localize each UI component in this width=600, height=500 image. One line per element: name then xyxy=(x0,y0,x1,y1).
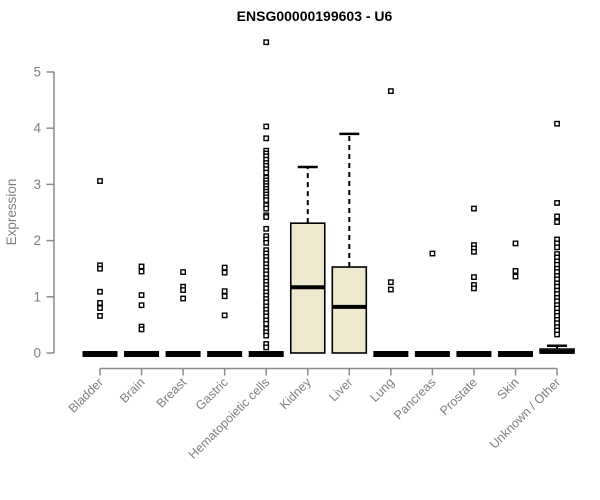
x-tick-label: Hematopoietic cells xyxy=(186,375,273,462)
outlier-point xyxy=(138,292,145,299)
outlier-point xyxy=(97,300,103,306)
outlier-point xyxy=(263,239,270,246)
boxplot-group xyxy=(124,263,160,357)
y-tick-label: 1 xyxy=(33,289,41,304)
outlier-point xyxy=(138,326,145,333)
y-tick-label: 2 xyxy=(33,233,41,248)
outlier-point xyxy=(138,268,145,275)
boxplot-group xyxy=(331,132,368,354)
boxplot-group xyxy=(498,240,533,357)
y-tick-label: 4 xyxy=(33,121,41,136)
boxplot-group xyxy=(414,250,450,357)
x-tick-label: Skin xyxy=(495,375,522,402)
outlier-point xyxy=(263,197,270,204)
x-tick-label: Bladder xyxy=(66,375,106,415)
boxplot-group xyxy=(289,165,326,354)
outlier-point xyxy=(512,268,519,274)
collapsed-box xyxy=(456,351,492,357)
outlier-point xyxy=(554,120,560,127)
x-tick-label: Liver xyxy=(326,375,355,404)
outlier-point xyxy=(221,264,228,271)
boxplot-group xyxy=(165,269,201,357)
outlier-point xyxy=(554,213,560,220)
x-tick-label: Gastric xyxy=(193,375,231,413)
outlier-point xyxy=(512,273,519,280)
outlier-point xyxy=(387,286,394,293)
outlier-point xyxy=(263,205,270,212)
outlier-point xyxy=(471,205,477,212)
x-tick-label: Kidney xyxy=(277,375,314,412)
boxplot-group xyxy=(539,120,575,354)
collapsed-box xyxy=(82,351,118,357)
outlier-point xyxy=(554,244,560,251)
outlier-point xyxy=(263,39,270,46)
outlier-point xyxy=(221,293,228,300)
outlier-point xyxy=(554,331,560,338)
outlier-point xyxy=(263,169,270,176)
collapsed-box xyxy=(373,351,409,357)
outlier-point xyxy=(471,248,477,255)
outlier-point xyxy=(263,214,270,220)
collapsed-box xyxy=(207,351,243,357)
outlier-point xyxy=(97,178,103,184)
chart-title: ENSG00000199603 - U6 xyxy=(236,8,393,24)
boxplot-group xyxy=(373,88,409,357)
outlier-point xyxy=(97,265,103,272)
outlier-point xyxy=(263,225,270,232)
outlier-point xyxy=(263,320,270,327)
x-tick-label: Unknown / Other xyxy=(487,375,563,451)
outlier-point xyxy=(97,313,103,319)
outlier-point xyxy=(263,344,270,351)
outlier-point xyxy=(263,332,270,339)
boxplot-group xyxy=(82,178,118,357)
outlier-point xyxy=(512,240,519,247)
outlier-point xyxy=(471,274,477,281)
x-tick-label: Prostate xyxy=(437,375,480,418)
outlier-point xyxy=(180,269,186,275)
y-tick-label: 3 xyxy=(33,177,41,192)
collapsed-box xyxy=(248,351,284,357)
outlier-point xyxy=(554,219,560,225)
outlier-point xyxy=(221,288,228,295)
outlier-point xyxy=(180,287,186,293)
outlier-point xyxy=(554,200,560,206)
outlier-point xyxy=(429,250,436,257)
outlier-point xyxy=(221,312,228,319)
outlier-point xyxy=(138,302,145,309)
x-tick-label: Lung xyxy=(367,375,397,405)
y-tick-label: 5 xyxy=(33,65,41,80)
outlier-point xyxy=(97,305,103,311)
boxplot-group xyxy=(207,264,243,357)
x-tick-label: Breast xyxy=(154,375,190,411)
box-iqr xyxy=(331,266,368,354)
y-tick-label: 0 xyxy=(33,346,41,361)
collapsed-box xyxy=(414,351,450,357)
outlier-point xyxy=(138,263,145,270)
collapsed-box xyxy=(124,351,160,357)
y-axis: 0 1 2 3 4 5 xyxy=(33,65,55,361)
x-tick-label: Brain xyxy=(117,375,148,406)
outlier-point xyxy=(471,285,477,292)
outlier-point xyxy=(387,88,394,95)
outlier-point xyxy=(263,123,270,130)
boxplot-group xyxy=(248,39,284,357)
outlier-point xyxy=(387,279,394,286)
collapsed-box xyxy=(165,351,201,357)
outlier-point xyxy=(180,295,186,302)
outlier-point xyxy=(221,269,228,276)
x-tick-label: Pancreas xyxy=(391,375,438,422)
outlier-point xyxy=(97,288,103,295)
boxplot-group xyxy=(456,205,492,357)
collapsed-box xyxy=(498,351,533,357)
outlier-point xyxy=(263,135,270,142)
